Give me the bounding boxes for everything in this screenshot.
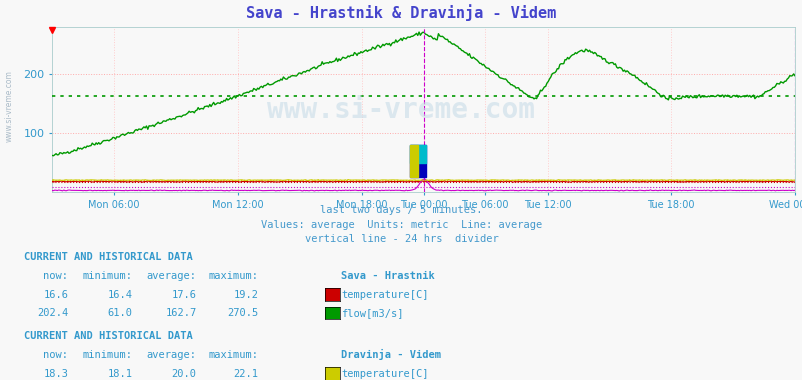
Text: 20.0: 20.0 (172, 369, 196, 378)
Text: 18.1: 18.1 (107, 369, 132, 378)
Text: average:: average: (147, 271, 196, 281)
Text: minimum:: minimum: (83, 271, 132, 281)
Bar (410, 145, 426, 177)
Text: www.si-vreme.com: www.si-vreme.com (267, 96, 535, 124)
Text: temperature[C]: temperature[C] (341, 369, 428, 378)
Text: 19.2: 19.2 (233, 290, 258, 299)
Text: Dravinja - Videm: Dravinja - Videm (341, 349, 441, 360)
Text: now:: now: (43, 271, 68, 281)
Text: 270.5: 270.5 (227, 308, 258, 318)
Text: 18.3: 18.3 (43, 369, 68, 378)
Text: 22.1: 22.1 (233, 369, 258, 378)
Text: 16.4: 16.4 (107, 290, 132, 299)
Text: last two days / 5 minutes.: last two days / 5 minutes. (320, 205, 482, 215)
Text: maximum:: maximum: (209, 271, 258, 281)
Text: now:: now: (43, 350, 68, 360)
Text: maximum:: maximum: (209, 350, 258, 360)
Text: 202.4: 202.4 (37, 308, 68, 318)
Text: 17.6: 17.6 (172, 290, 196, 299)
Text: 162.7: 162.7 (165, 308, 196, 318)
Text: CURRENT AND HISTORICAL DATA: CURRENT AND HISTORICAL DATA (24, 331, 192, 341)
Text: Values: average  Units: metric  Line: average: Values: average Units: metric Line: aver… (261, 220, 541, 230)
Text: temperature[C]: temperature[C] (341, 290, 428, 299)
Text: minimum:: minimum: (83, 350, 132, 360)
Text: 61.0: 61.0 (107, 308, 132, 318)
Text: average:: average: (147, 350, 196, 360)
Text: CURRENT AND HISTORICAL DATA: CURRENT AND HISTORICAL DATA (24, 252, 192, 262)
Text: vertical line - 24 hrs  divider: vertical line - 24 hrs divider (304, 234, 498, 244)
Text: 16.6: 16.6 (43, 290, 68, 299)
Text: www.si-vreme.com: www.si-vreme.com (5, 70, 14, 142)
Text: Sava - Hrastnik & Dravinja - Videm: Sava - Hrastnik & Dravinja - Videm (246, 4, 556, 21)
Bar (410, 145, 417, 177)
Text: flow[m3/s]: flow[m3/s] (341, 308, 403, 318)
Bar (410, 145, 426, 163)
Text: Sava - Hrastnik: Sava - Hrastnik (341, 271, 435, 281)
